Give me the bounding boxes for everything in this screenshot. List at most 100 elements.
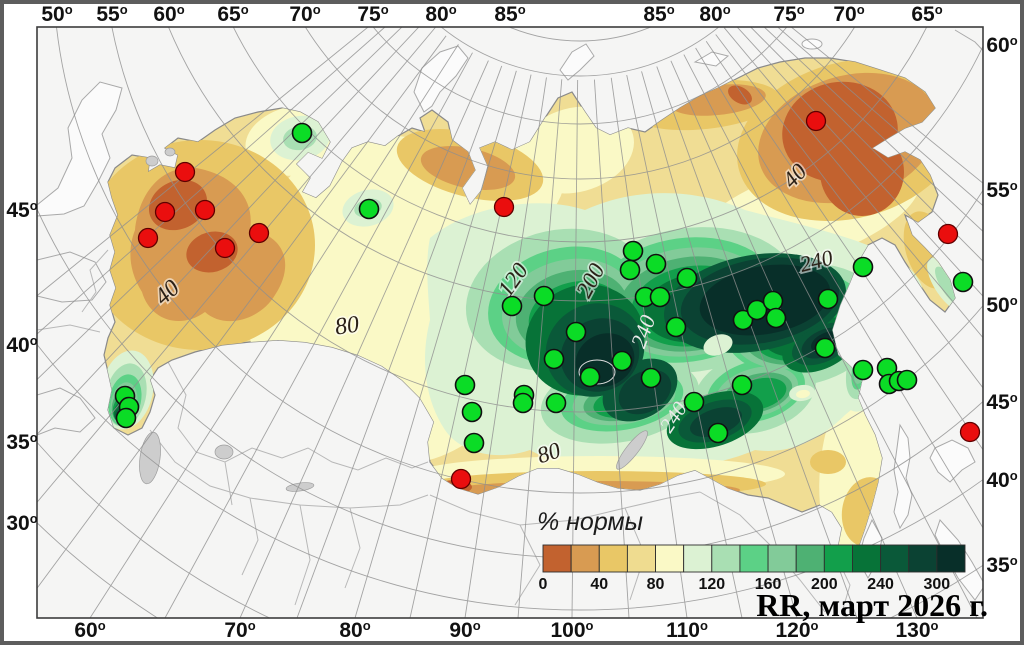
meridian-line	[763, 27, 983, 232]
legend-tick-0: 0	[539, 576, 548, 593]
station-dot-green	[622, 240, 644, 262]
legend-cell-9	[795, 544, 825, 573]
station-dot-green	[645, 253, 667, 275]
legend-cell-8	[767, 544, 797, 573]
station-dot-green	[454, 374, 476, 396]
map-title: RR, март 2026 г.	[756, 587, 988, 623]
meridian-line	[464, 77, 547, 618]
station-dot-green	[852, 256, 874, 278]
station-dot-green	[665, 316, 687, 338]
station-dot-red	[937, 223, 959, 245]
axis-labels: 50o 55o 60o 65o 70o 75o 80o 85o 85o 80o 75o 70o 65o6…	[6, 4, 1017, 641]
station-dot-green	[676, 267, 698, 289]
meridian-line	[695, 47, 983, 529]
lakes	[139, 147, 648, 492]
station-dot-green	[817, 288, 839, 310]
caspian-sea	[139, 431, 161, 485]
station-dot-green	[461, 401, 483, 423]
axis-label-bottom-6: 120o	[776, 618, 819, 641]
station-dot-green	[512, 392, 534, 414]
station-dot-green	[545, 392, 567, 414]
meridian-line	[683, 54, 978, 618]
legend-tick-240: 240	[867, 576, 894, 593]
station-dot-red	[214, 237, 236, 259]
lake-ladoga	[145, 155, 159, 167]
meridian-line	[37, 27, 403, 381]
station-dot-green	[814, 337, 836, 359]
station-dot-red	[805, 110, 827, 132]
meridian-line	[409, 74, 532, 618]
graticule-grid	[37, 27, 983, 618]
legend-cell-5	[683, 544, 713, 573]
meridian-line	[37, 35, 447, 590]
station-dot-green	[952, 271, 974, 293]
legend-cell-14	[936, 544, 966, 573]
axis-label-bottom-5: 110o	[666, 618, 708, 641]
station-dot-green	[501, 295, 523, 317]
legend-cell-7	[739, 544, 769, 573]
legend-tick-40: 40	[590, 576, 608, 593]
axis-label-bottom-4: 100o	[551, 618, 594, 641]
legend-cell-13	[908, 544, 938, 573]
meridian-line	[705, 41, 983, 451]
meridian-line	[777, 27, 983, 207]
station-dot-green	[579, 366, 601, 388]
legend-cell-3	[626, 544, 656, 573]
meridian-line	[626, 75, 743, 618]
legend-cell-6	[711, 544, 741, 573]
legend-cell-1	[570, 544, 600, 573]
station-dot-green	[649, 286, 671, 308]
station-dot-green	[533, 285, 555, 307]
legend-title: % нормы	[537, 508, 643, 536]
station-dot-red	[154, 201, 176, 223]
legend-tick-200: 200	[811, 576, 838, 593]
station-dot-green	[732, 309, 754, 331]
station-dot-green	[762, 290, 784, 312]
station-dot-green	[463, 432, 485, 454]
station-dot-green	[640, 367, 662, 389]
legend-cell-12	[880, 544, 910, 573]
axis-label-right-0: 60o	[986, 33, 1017, 57]
meridian-line	[610, 77, 688, 618]
meridian-line	[164, 52, 473, 618]
meridian-line	[517, 79, 563, 618]
meridian-line	[670, 60, 918, 618]
contour-label-80-1: 80	[333, 312, 360, 341]
station-dot-green	[683, 391, 705, 413]
meridian-line	[723, 27, 983, 339]
legend-cell-2	[598, 544, 628, 573]
meridian-line	[37, 27, 386, 335]
map-frame	[36, 26, 984, 619]
meridian-line	[37, 27, 436, 504]
station-dot-green	[746, 299, 768, 321]
legend-tick-160: 160	[755, 576, 782, 593]
station-dot-green	[543, 348, 565, 370]
legend-colorbar	[542, 544, 966, 573]
station-dot-red	[137, 227, 159, 249]
meridian-line	[656, 66, 858, 618]
station-dot-green	[115, 407, 137, 429]
station-dot-green	[619, 259, 641, 281]
meridian-line	[715, 34, 983, 389]
lake-onega	[164, 147, 176, 157]
meridian-line	[750, 27, 983, 262]
station-dots	[114, 110, 981, 490]
meridian-line	[790, 27, 983, 184]
station-dot-red	[493, 196, 515, 218]
station-dot-green	[358, 198, 380, 220]
legend-tick-300: 300	[924, 576, 951, 593]
station-dot-green	[896, 369, 918, 391]
axis-label-bottom-7: 130o	[896, 618, 939, 641]
station-dot-green	[611, 350, 633, 372]
station-dot-red	[450, 468, 472, 490]
meridian-line	[296, 65, 503, 618]
station-dot-green	[852, 359, 874, 381]
axis-label-left-0: 45o	[6, 198, 37, 222]
meridian-line	[641, 71, 798, 618]
station-dot-green	[291, 122, 313, 144]
meridian-line	[89, 44, 459, 618]
station-dot-red	[174, 161, 196, 183]
lake-baikal	[616, 430, 648, 470]
